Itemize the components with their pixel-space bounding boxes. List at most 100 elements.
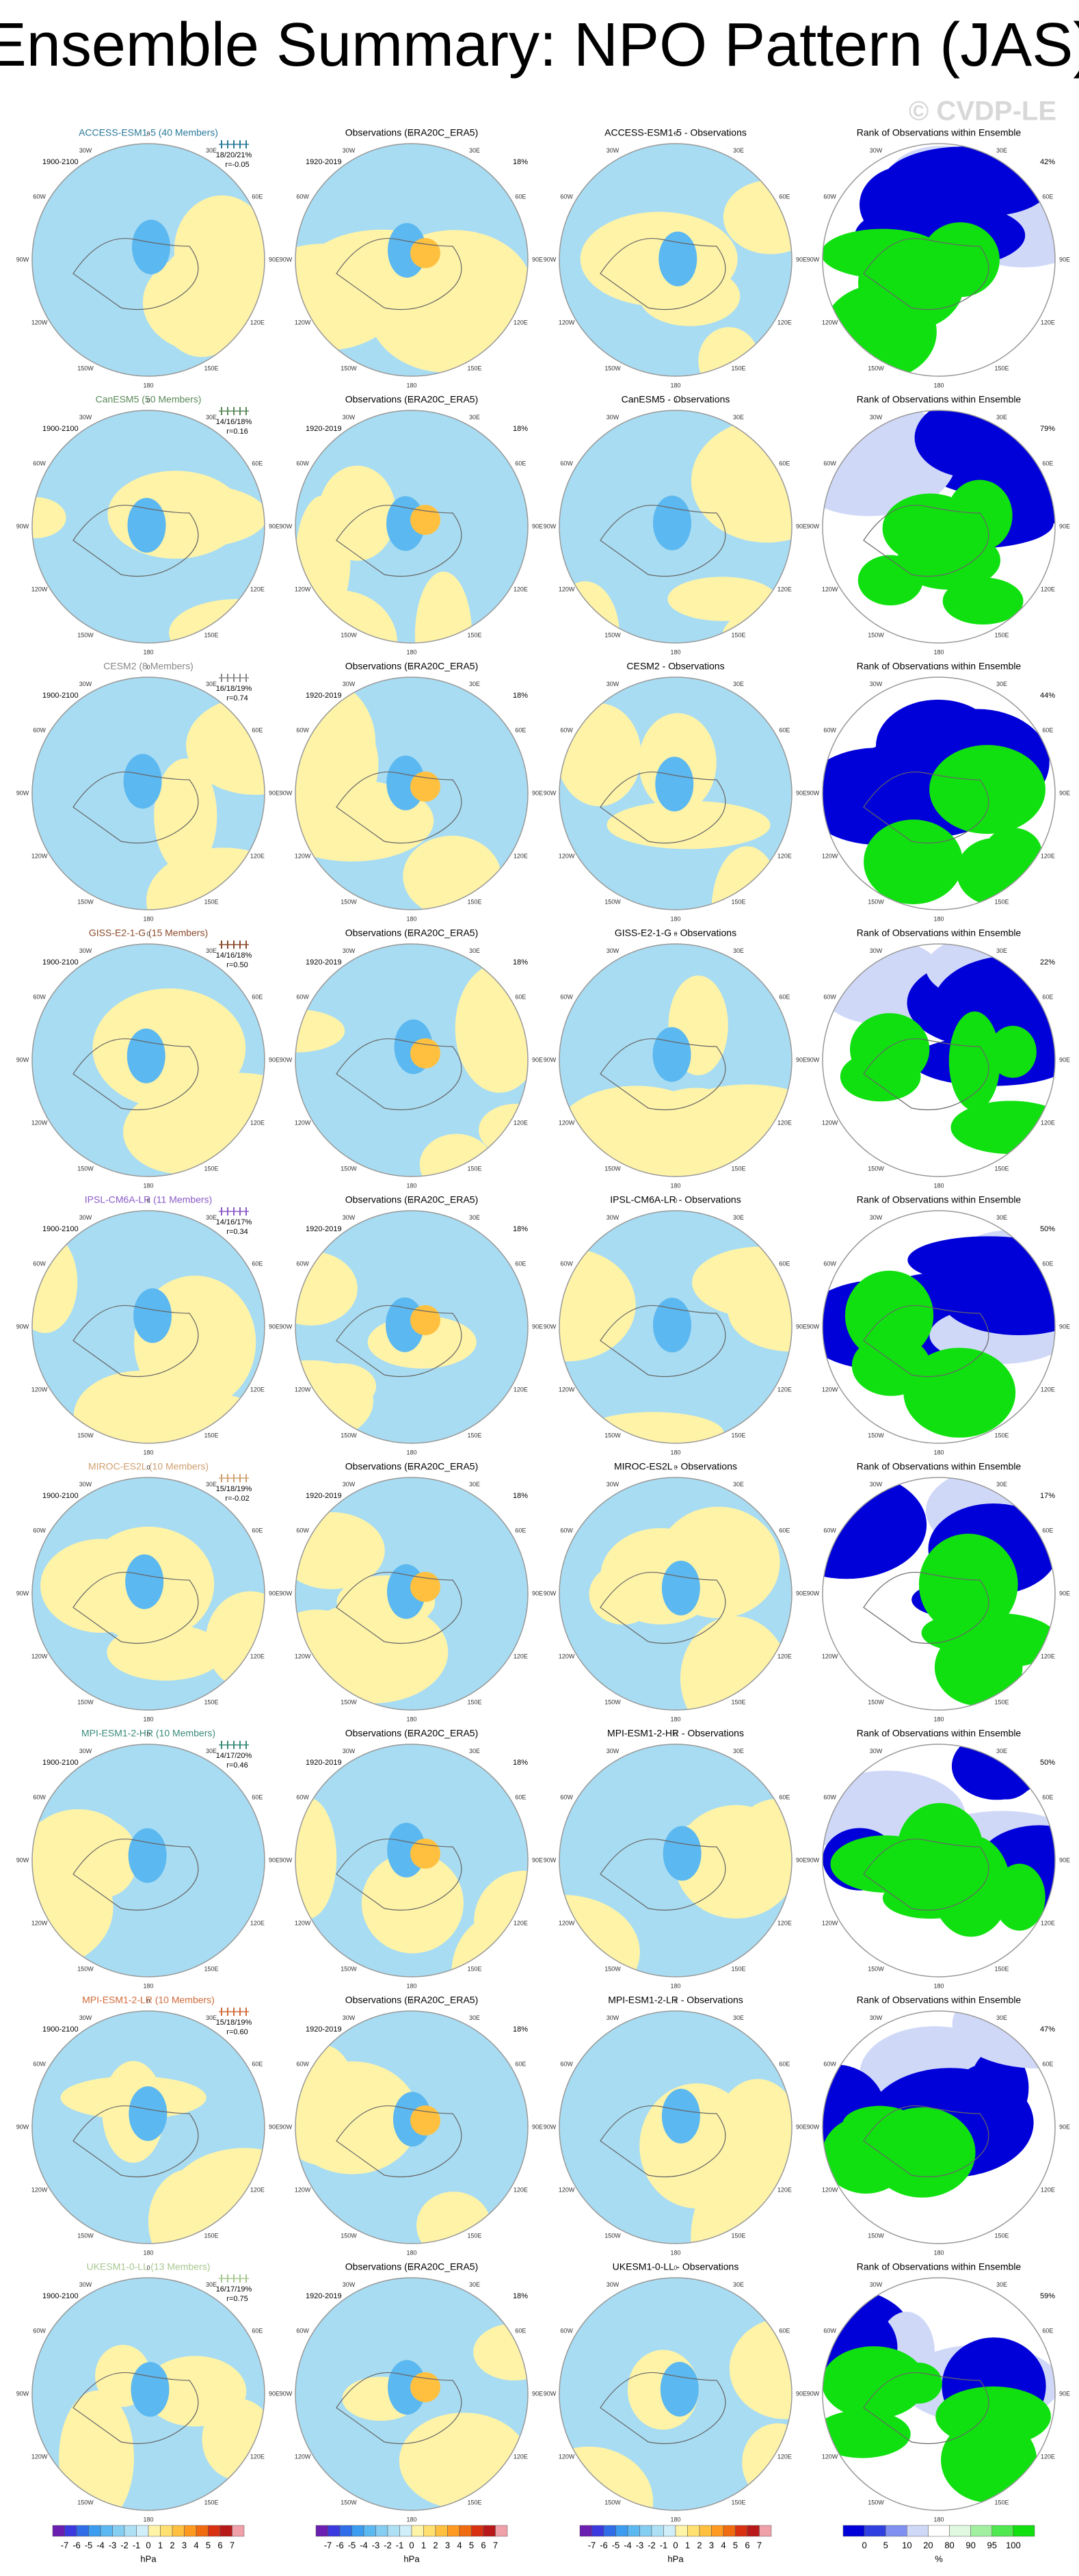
colorbar-label: 1 [685, 2540, 690, 2550]
green-patch [840, 1051, 921, 1102]
positive-region [582, 1412, 724, 1443]
years: 1900-2100 [42, 2292, 79, 2300]
positive-region [32, 497, 66, 538]
lon-label: 30E [206, 1481, 217, 1488]
positive-region [559, 703, 641, 806]
map-border [31, 2277, 265, 2511]
lon-label: 60W [823, 726, 836, 733]
lon-label: 120E [514, 1653, 528, 1659]
lon-label: 60E [515, 1260, 526, 1267]
lon-label: 180 [406, 1182, 416, 1189]
blue-patch [923, 153, 1051, 216]
lon-label: 120E [250, 1119, 265, 1126]
colorbar-swatch [907, 2525, 929, 2537]
lon-label: 60E [252, 193, 263, 200]
lon-label: 30W [79, 1748, 92, 1754]
lon-label: 150W [341, 1432, 357, 1439]
colorbar-label: -5 [612, 2540, 620, 2550]
lon-label: 60W [560, 993, 573, 1000]
lon-label: 120W [822, 852, 838, 859]
colorbar-swatch [160, 2525, 173, 2537]
positive-region [743, 1798, 792, 1843]
colorbar-swatch [208, 2525, 221, 2537]
lon-label: 120W [822, 1653, 838, 1659]
lon-label: 90W [16, 2390, 29, 2397]
coastline [72, 772, 199, 843]
lon-label: 150E [731, 1166, 745, 1172]
positive-region [607, 800, 771, 850]
lon-label: 120W [31, 2186, 48, 2193]
lon-label: 90E [532, 2123, 543, 2130]
green-patch [946, 479, 1013, 551]
lon-label: 180 [670, 1449, 680, 1456]
map [559, 2278, 792, 2510]
lon-label: 150W [341, 632, 357, 639]
correlation: r=0.74 [226, 694, 248, 702]
lon-label: 180 [933, 1182, 944, 1189]
lon-label: 0 [410, 130, 413, 137]
lon-label: 30W [870, 414, 883, 421]
lon-label: 30W [79, 2014, 92, 2021]
lon-label: 90E [532, 1323, 543, 1330]
lon-label: 60W [296, 2060, 309, 2067]
map-border [822, 410, 1056, 644]
lon-label: 90E [532, 523, 543, 529]
lon-label: 90E [269, 523, 280, 529]
colorbar-swatch [52, 2525, 65, 2537]
lon-label: 30W [343, 1481, 356, 1488]
positive-region [742, 2423, 792, 2501]
negative-core [131, 220, 170, 275]
lon-label: 150W [341, 1166, 357, 1172]
lon-label: 0 [410, 397, 413, 404]
colorbar-label: -6 [72, 2540, 81, 2550]
lon-label: 120E [250, 2453, 265, 2460]
green-patch [942, 577, 1024, 625]
lon-label: 120W [559, 852, 575, 859]
obs-pct: 18% [513, 425, 528, 433]
lon-label: 150E [994, 1699, 1009, 1706]
lon-label: 30W [343, 1748, 356, 1754]
rank-title: Rank of Observations within Ensemble [857, 1194, 1022, 1205]
colorbar-label: 5 [469, 2540, 474, 2550]
colorbar-label: -4 [624, 2540, 632, 2550]
coastline [72, 1305, 199, 1377]
coastline [600, 2372, 726, 2444]
negative-core [123, 754, 162, 809]
lon-label: 120W [822, 1386, 838, 1393]
years: 1900-2100 [42, 1225, 79, 1233]
coastline [863, 1038, 989, 1110]
colorbar-label: 0 [862, 2540, 866, 2550]
colorbar-label: -1 [660, 2540, 668, 2550]
colorbar-label: -3 [372, 2540, 380, 2550]
colorbar-label: 7 [757, 2540, 762, 2550]
lon-label: 30W [343, 947, 356, 954]
lon-label: 30E [733, 414, 744, 421]
lon-label: 120E [514, 319, 528, 326]
lon-label: 30W [343, 1214, 356, 1221]
lon-label: 60W [33, 2327, 46, 2334]
colorbar-label: 0 [146, 2540, 150, 2550]
lon-label: 90W [544, 1056, 557, 1063]
colorbar-label: -4 [96, 2540, 105, 2550]
lon-label: 30W [607, 2281, 620, 2288]
lon-label: 150W [77, 365, 94, 372]
green-patch [994, 1863, 1045, 1931]
lon-label: 150W [77, 1699, 94, 1706]
positive-region [667, 577, 777, 621]
colorbar-swatch [148, 2525, 161, 2537]
lon-label: 150W [868, 2233, 884, 2239]
model-title: MPI-ESM1-2-HR (10 Members) [81, 1728, 215, 1739]
colorbar-label: -2 [648, 2540, 656, 2550]
lon-label: 30W [607, 1214, 620, 1221]
rank-pct: 47% [1040, 2025, 1055, 2034]
lon-label: 30E [469, 147, 480, 154]
lon-label: 120E [514, 2186, 528, 2193]
lon-label: 150E [731, 899, 745, 906]
obs-years: 1920-2019 [306, 692, 342, 700]
colorbar-swatch [375, 2525, 388, 2537]
green-patch [864, 819, 963, 904]
lon-label: 60E [779, 1527, 790, 1534]
obs-pct: 18% [513, 2025, 528, 2034]
positive-core [410, 1839, 440, 1869]
